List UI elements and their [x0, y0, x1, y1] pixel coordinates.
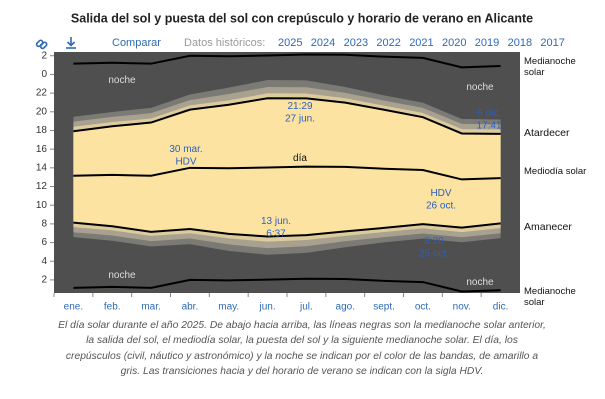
- x-tick-label: may.: [218, 302, 239, 313]
- annotation-line: 6:37: [266, 228, 286, 239]
- annotation: noche: [466, 82, 494, 93]
- series-line: [73, 221, 501, 238]
- annotation: 21:29 27 jun.: [285, 101, 315, 125]
- y-tick-label: 16: [36, 144, 48, 155]
- history-label: Datos históricos:: [184, 37, 265, 49]
- annotation: 13 jun. 6:37: [261, 216, 291, 240]
- y-tick-label: 4: [41, 256, 47, 267]
- series-label: Atardecer: [524, 127, 570, 139]
- y-tick-label: 2: [41, 50, 47, 61]
- x-tick-label: ene.: [64, 302, 83, 313]
- annotation-line: HDV: [175, 156, 196, 167]
- annotation: noche: [108, 270, 136, 281]
- series-label: Medianoche solar: [524, 56, 576, 78]
- series-line: [73, 165, 501, 181]
- annotation-line: 26 oct.: [426, 200, 456, 211]
- x-tick-label: abr.: [182, 302, 199, 313]
- annotation-line: 27 jun.: [285, 113, 315, 124]
- chart-title: Salida del sol y puesta del sol con crep…: [71, 11, 533, 25]
- download-icon[interactable]: [66, 37, 76, 49]
- annotation: HDV 26 oct.: [426, 188, 456, 212]
- series-label: Mediodía solar: [524, 166, 587, 177]
- annotation-line: día: [293, 153, 307, 164]
- year-link[interactable]: 2021: [409, 37, 433, 49]
- year-link[interactable]: 2022: [376, 37, 400, 49]
- annotation-line: 6 dic.: [477, 108, 501, 119]
- year-link[interactable]: 2017: [540, 37, 564, 49]
- year-link[interactable]: 2020: [442, 37, 466, 49]
- y-tick-label: 6: [41, 237, 47, 248]
- series-label: Medianoche solar: [524, 286, 576, 308]
- year-link[interactable]: 2024: [311, 37, 335, 49]
- y-tick-label: 0: [41, 69, 47, 80]
- plot-area: [54, 52, 520, 293]
- x-tick-label: mar.: [141, 302, 160, 313]
- year-link[interactable]: 2018: [508, 37, 532, 49]
- annotation: 30 mar. HDV: [169, 144, 202, 168]
- y-tick-label: 10: [36, 200, 48, 211]
- x-tick-label: ago.: [336, 302, 355, 313]
- annotation: noche: [466, 277, 494, 288]
- annotation-line: noche: [466, 82, 494, 93]
- x-tick-label: feb.: [104, 302, 121, 313]
- year-link[interactable]: 2023: [344, 37, 368, 49]
- annotation-line: 8:20: [424, 236, 444, 247]
- series-label: Amanecer: [524, 221, 572, 233]
- y-tick-label: 20: [36, 106, 48, 117]
- annotation-line: 25 oct.: [419, 248, 449, 259]
- x-tick-label: jun.: [259, 302, 276, 313]
- series-line: [73, 277, 501, 293]
- y-tick-label: 8: [41, 219, 47, 230]
- annotation-line: 17:41: [476, 120, 501, 131]
- series-line: [73, 97, 501, 135]
- annotation: 6 dic. 17:41: [476, 108, 501, 132]
- series-line: [73, 53, 501, 69]
- y-tick-label: 22: [36, 88, 48, 99]
- annotation-line: 30 mar.: [169, 144, 202, 155]
- x-tick-label: dic.: [493, 302, 509, 313]
- y-tick-label: 18: [36, 125, 48, 136]
- annotation-line: HDV: [430, 188, 451, 199]
- x-tick-label: jul.: [299, 302, 313, 313]
- year-link[interactable]: 2025: [278, 37, 302, 49]
- y-tick-label: 12: [36, 181, 48, 192]
- caption: El día solar durante el año 2025. De aba…: [58, 320, 546, 378]
- x-tick-label: nov.: [453, 302, 471, 313]
- annotation-line: 13 jun.: [261, 216, 291, 227]
- annotation: día: [293, 153, 307, 164]
- year-link[interactable]: 2019: [475, 37, 499, 49]
- annotation-line: 21:29: [287, 101, 312, 112]
- link-icon[interactable]: [35, 39, 48, 50]
- annotation-line: noche: [108, 270, 136, 281]
- y-tick-label: 14: [36, 162, 48, 173]
- annotation: noche: [108, 75, 136, 86]
- annotation: 8:20 25 oct.: [419, 236, 449, 260]
- x-tick-label: sept.: [373, 302, 395, 313]
- annotation-line: noche: [108, 75, 136, 86]
- y-tick-label: 2: [41, 275, 47, 286]
- annotation-line: noche: [466, 277, 494, 288]
- x-tick-label: oct.: [415, 302, 431, 313]
- compare-link[interactable]: Comparar: [112, 37, 161, 49]
